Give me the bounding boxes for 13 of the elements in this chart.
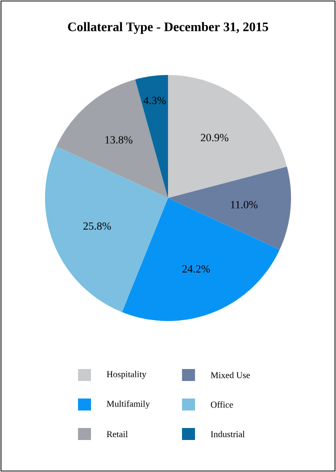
data-label: 20.9% bbox=[200, 134, 228, 142]
data-label: 11.0% bbox=[230, 200, 258, 208]
chart-title: Collateral Type - December 31, 2015 bbox=[68, 22, 268, 34]
data-label: 13.8% bbox=[105, 136, 132, 144]
data-label: 24.2% bbox=[182, 265, 210, 273]
legend-label: Multifamily bbox=[106, 400, 150, 409]
legend-label: Hospitality bbox=[106, 370, 146, 380]
legend-label: Office bbox=[210, 401, 233, 408]
legend-label: Industrial bbox=[210, 430, 245, 438]
legend-label: Mixed Use bbox=[210, 372, 250, 378]
data-label: 25.8% bbox=[83, 222, 111, 230]
data-label: 4.3% bbox=[144, 96, 166, 104]
legend-label: Retail bbox=[106, 430, 128, 438]
